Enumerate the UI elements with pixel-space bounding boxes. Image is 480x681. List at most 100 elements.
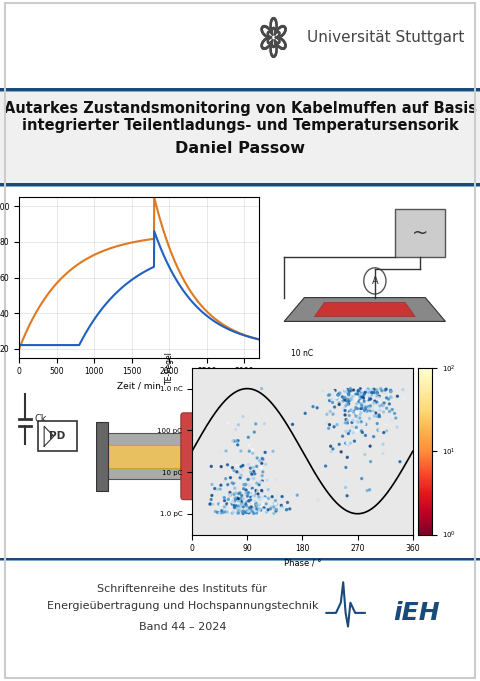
Point (244, 488, 252, 498)
Point (365, 413, 373, 424)
Point (349, 428, 357, 439)
Bar (0, 186, 480, 187)
Circle shape (276, 30, 277, 31)
Point (245, 495, 252, 506)
Circle shape (280, 35, 282, 37)
Point (235, 493, 242, 504)
Point (358, 403, 366, 414)
Circle shape (272, 31, 273, 32)
Circle shape (279, 42, 280, 43)
Circle shape (279, 33, 280, 34)
Circle shape (261, 44, 263, 45)
Circle shape (277, 31, 278, 33)
Circle shape (267, 37, 268, 39)
Point (229, 435, 237, 446)
Circle shape (270, 23, 271, 25)
Point (345, 453, 353, 464)
Circle shape (284, 31, 285, 33)
Circle shape (269, 45, 270, 46)
Point (224, 507, 231, 518)
Point (373, 387, 381, 398)
Point (245, 507, 253, 518)
Point (344, 415, 351, 426)
Point (250, 490, 258, 501)
Point (225, 452, 233, 463)
Circle shape (276, 27, 277, 29)
Circle shape (272, 42, 273, 43)
Point (251, 427, 258, 438)
Point (373, 397, 381, 408)
Point (333, 392, 340, 403)
Circle shape (270, 52, 272, 54)
Point (366, 390, 373, 401)
Point (250, 488, 257, 499)
Point (309, 401, 317, 412)
Bar (0, 558, 480, 681)
Point (381, 396, 388, 407)
Point (363, 405, 371, 416)
Circle shape (265, 35, 266, 37)
Point (333, 394, 341, 405)
Polygon shape (314, 302, 415, 317)
Circle shape (276, 22, 277, 24)
Point (236, 501, 243, 512)
Point (358, 385, 366, 396)
Circle shape (262, 32, 264, 33)
Point (221, 488, 229, 499)
Point (256, 476, 264, 487)
Circle shape (276, 51, 277, 52)
Point (353, 426, 361, 437)
Point (208, 479, 216, 490)
Circle shape (270, 48, 271, 50)
Point (331, 385, 339, 396)
Circle shape (270, 44, 272, 46)
Point (326, 419, 334, 430)
Point (352, 400, 360, 411)
Point (253, 478, 261, 489)
Circle shape (275, 34, 276, 35)
X-axis label: Zeit / min: Zeit / min (117, 382, 161, 391)
Point (273, 504, 280, 515)
Circle shape (273, 56, 274, 57)
Point (242, 485, 250, 496)
Point (364, 385, 372, 396)
Circle shape (272, 44, 273, 45)
Bar (38, 422, 77, 452)
Point (336, 387, 344, 398)
Circle shape (279, 46, 280, 48)
Point (270, 498, 278, 509)
Text: Autarkes Zustandsmonitoring von Kabelmuffen auf Basis: Autarkes Zustandsmonitoring von Kabelmuf… (3, 101, 477, 116)
Circle shape (275, 37, 276, 38)
Point (325, 423, 333, 434)
Point (224, 417, 231, 428)
Point (361, 430, 369, 441)
Point (221, 507, 229, 518)
Point (272, 498, 279, 509)
Circle shape (285, 29, 286, 31)
Circle shape (272, 55, 273, 57)
Point (240, 496, 248, 507)
Point (222, 503, 230, 513)
Point (255, 507, 263, 518)
Point (375, 391, 383, 402)
Circle shape (271, 37, 272, 38)
Circle shape (274, 18, 275, 20)
Circle shape (273, 56, 274, 57)
Point (393, 422, 401, 432)
Point (328, 389, 336, 400)
Circle shape (270, 30, 271, 32)
Point (394, 391, 401, 402)
Point (358, 473, 366, 484)
Point (250, 507, 257, 518)
Circle shape (262, 27, 263, 29)
Point (225, 494, 232, 505)
Circle shape (266, 37, 267, 39)
Point (257, 501, 265, 512)
Point (243, 507, 251, 518)
Point (375, 392, 383, 403)
Point (263, 505, 270, 516)
Circle shape (278, 31, 279, 33)
Point (343, 394, 351, 405)
Point (252, 505, 259, 516)
Point (234, 492, 241, 503)
